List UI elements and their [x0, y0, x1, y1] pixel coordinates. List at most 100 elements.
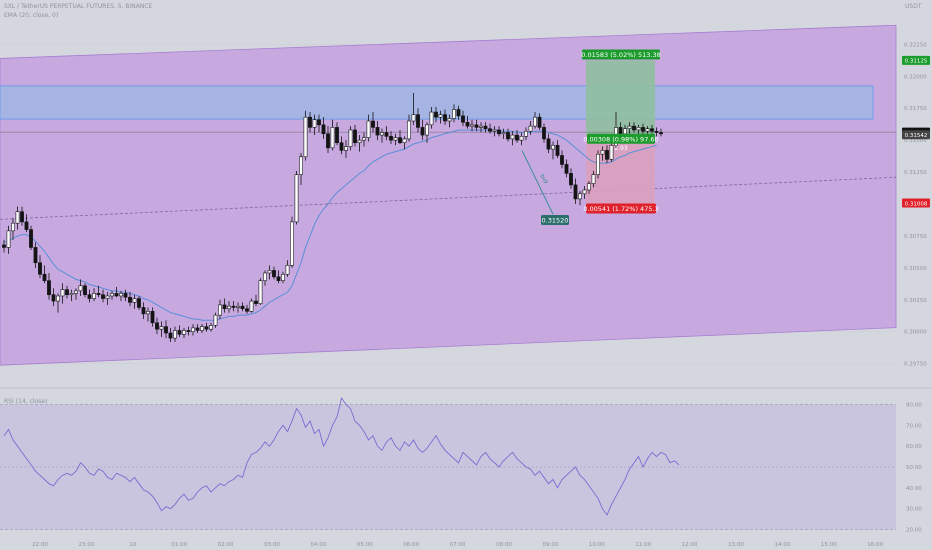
candle-12	[56, 293, 60, 313]
candle-body	[636, 127, 641, 131]
time-label-6: 04:00	[310, 542, 326, 548]
candle-100	[452, 104, 456, 123]
target-label: 0.01583 (5.02%) 513.38	[581, 49, 661, 60]
candle-body	[609, 144, 614, 160]
candle-body	[15, 211, 20, 224]
candle-body	[191, 327, 195, 333]
candle-body	[420, 127, 425, 136]
candle-133	[600, 146, 605, 161]
candle-body	[155, 322, 159, 330]
annotation-label-bg	[541, 215, 569, 225]
candle-body	[389, 136, 393, 141]
candle-body	[20, 211, 24, 223]
candle-body	[600, 150, 605, 155]
candle-59	[267, 265, 272, 280]
time-label-11: 09:00	[542, 542, 558, 548]
candle-body	[164, 326, 168, 334]
candle-77	[348, 126, 353, 151]
time-label-14: 12:00	[682, 542, 698, 548]
candle-54	[245, 304, 249, 314]
candle-body	[267, 270, 272, 274]
time-label-3: 01:00	[171, 542, 187, 548]
candle-82	[371, 112, 375, 133]
candle-126	[569, 168, 573, 189]
price-tick-2: 0.31750	[904, 106, 927, 112]
candle-141	[636, 124, 641, 136]
candle-13	[60, 283, 65, 304]
ema-line	[3, 129, 657, 321]
candle-body	[38, 262, 42, 275]
candle-body	[33, 247, 38, 264]
candle-body	[407, 120, 411, 140]
stop-label-text: 0.00541 (1.72%) 475.3	[583, 205, 658, 213]
candle-63	[285, 260, 290, 277]
candle-body	[119, 293, 123, 297]
candle-24	[110, 290, 114, 300]
candle-62	[281, 271, 285, 284]
entry-label: 0.00308 (0.98%) 97.60	[583, 133, 659, 144]
candle-body	[645, 128, 650, 132]
candle-body	[69, 293, 74, 295]
candle-27	[123, 289, 128, 302]
candle-body	[551, 144, 555, 150]
candle-body	[141, 307, 146, 315]
candle-41	[186, 326, 191, 336]
candle-18	[83, 283, 87, 298]
candle-58	[263, 270, 267, 286]
candle-body	[344, 146, 348, 151]
candle-105	[474, 119, 479, 132]
candle-body	[488, 128, 492, 132]
candle-body	[416, 114, 420, 128]
candle-body	[177, 330, 182, 335]
candle-51	[231, 301, 236, 312]
time-label-12: 10:00	[589, 542, 605, 548]
time-label-5: 03:00	[264, 542, 280, 548]
candle-body	[258, 280, 263, 304]
candle-body	[42, 273, 47, 281]
candle-body	[537, 116, 542, 128]
time-label-2: 10	[129, 542, 136, 548]
parallel-channel	[0, 24, 897, 366]
candle-25	[114, 287, 119, 298]
candle-56	[254, 294, 258, 307]
time-label-7: 05:00	[357, 542, 373, 548]
candle-body	[51, 294, 56, 302]
candle-101	[456, 105, 461, 120]
candle-body	[560, 155, 564, 165]
candle-body	[272, 270, 276, 278]
candle-42	[191, 324, 195, 336]
candle-8	[38, 255, 42, 279]
candle-body	[60, 289, 65, 297]
price-badge-bg	[902, 130, 930, 140]
price-tick-1: 0.32000	[904, 74, 927, 80]
candle-body	[236, 305, 240, 308]
candle-body	[641, 127, 645, 132]
candle-95	[429, 106, 434, 129]
candle-body	[618, 127, 623, 135]
symbol-title: SXL / TetherUS PERPETUAL FUTURES, 5, BIN…	[4, 3, 153, 10]
rsi-tick-2: 60.00	[906, 444, 922, 450]
candle-body	[506, 132, 510, 140]
price-tick-8: 0.30250	[904, 298, 927, 304]
candle-2	[11, 218, 15, 240]
candle-body	[186, 330, 191, 333]
candle-body	[78, 285, 83, 292]
candle-body	[555, 144, 560, 156]
candle-67	[303, 110, 308, 161]
candle-body	[6, 230, 11, 248]
time-label-16: 14:00	[774, 542, 790, 548]
candle-44	[200, 324, 204, 334]
candle-124	[560, 150, 564, 169]
candle-body	[510, 134, 515, 140]
candle-74	[335, 122, 339, 146]
candle-5	[24, 214, 29, 233]
candle-body	[29, 229, 33, 248]
candle-body	[74, 290, 78, 294]
time-label-9: 07:00	[450, 542, 466, 548]
candle-body	[294, 174, 299, 223]
candle-107	[483, 122, 488, 133]
candle-body	[384, 132, 389, 137]
candle-body	[326, 133, 330, 149]
